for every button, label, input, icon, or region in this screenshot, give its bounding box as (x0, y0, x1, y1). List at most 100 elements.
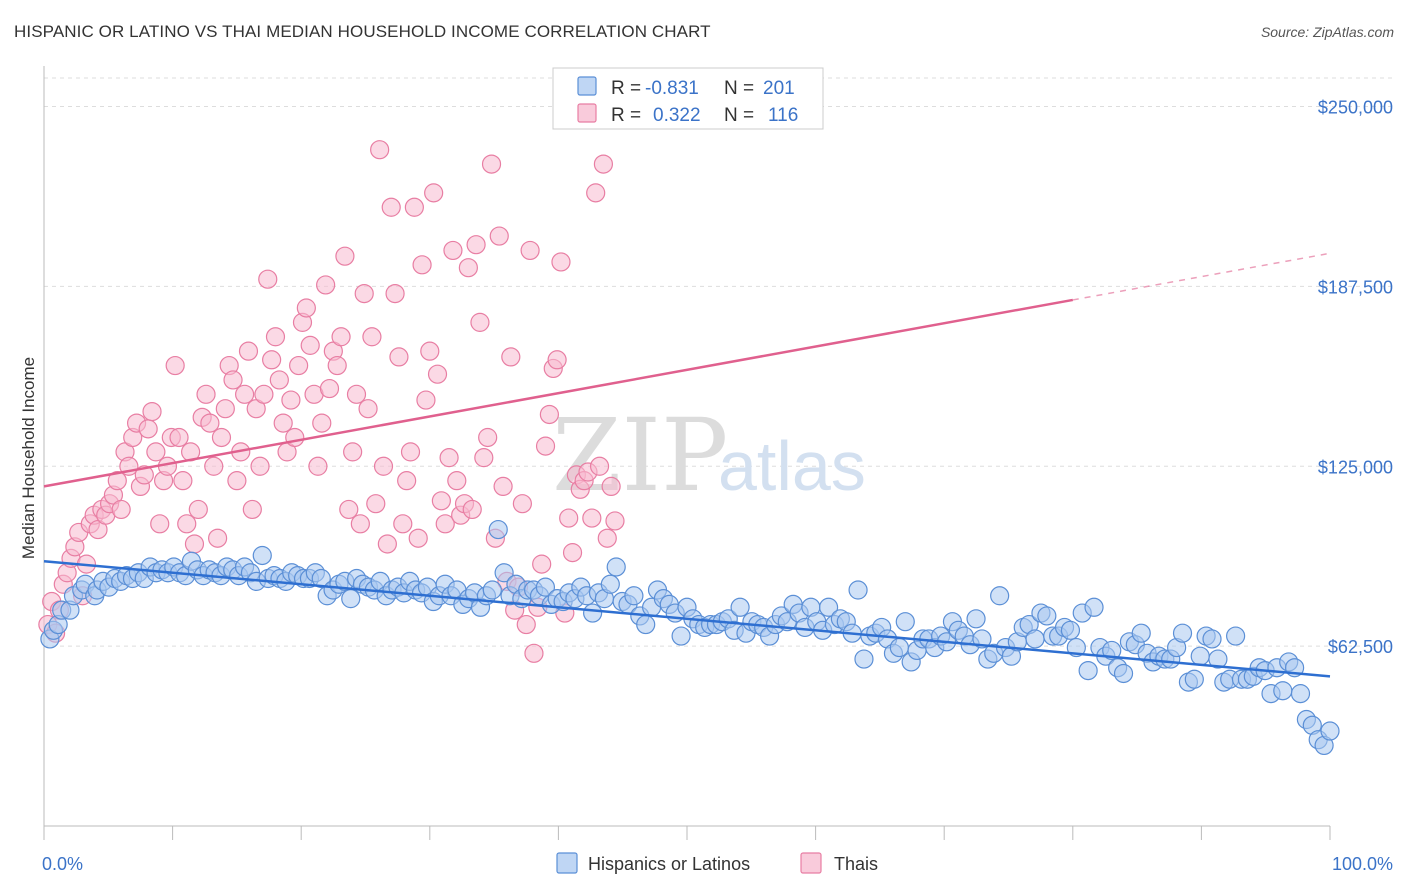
thai-point-29 (150, 514, 170, 534)
thai-point-91 (389, 347, 409, 367)
hispanic-point-78 (494, 563, 514, 583)
thai-point-63 (281, 390, 301, 410)
thai-point-81 (350, 514, 370, 534)
thai-point-109 (458, 258, 478, 278)
thai-point-146 (601, 476, 621, 497)
y-tick-label-0: $62,500 (1328, 637, 1393, 657)
thai-point-82 (354, 283, 374, 304)
hispanic-point-100 (624, 586, 644, 606)
thai-trend-line (43, 298, 1074, 488)
hispanic-point-170 (1037, 606, 1057, 626)
legend-r-value-2: 0.322 (653, 105, 701, 126)
thai-point-132 (547, 350, 567, 370)
hispanic-point-47 (311, 568, 331, 589)
hispanic-point-102 (636, 614, 656, 635)
thai-point-64 (285, 427, 305, 448)
legend-n-value-2: 116 (768, 105, 798, 126)
x-tick-labels: 0.0% 100.0% (42, 854, 1393, 874)
thai-point-103 (435, 514, 455, 534)
hispanic-point-85 (535, 577, 556, 597)
hispanic-point-193 (1172, 623, 1193, 643)
thai-point-56 (254, 384, 274, 404)
series-legend-label-thai: Thais (834, 854, 878, 874)
hispanic-point-198 (1202, 629, 1222, 649)
thai-point-72 (316, 275, 336, 295)
hispanic-point-186 (1131, 623, 1151, 643)
thai-point-145 (597, 528, 617, 548)
thai-point-42 (200, 413, 220, 433)
thai-point-71 (312, 413, 332, 433)
thai-point-34 (169, 427, 189, 448)
legend-n-label-2: N = (724, 105, 754, 126)
thai-point-41 (196, 384, 216, 404)
thai-point-25 (134, 465, 154, 485)
hispanic-point-199 (1208, 649, 1228, 669)
hispanic-point-97 (606, 557, 626, 577)
hispanic-point-218 (1320, 721, 1340, 741)
thai-point-79 (343, 442, 363, 462)
thai-point-124 (516, 614, 536, 635)
hispanic-point-181 (1102, 640, 1122, 661)
thai-point-26 (138, 419, 158, 439)
thai-point-27 (142, 401, 162, 422)
thai-point-143 (589, 456, 610, 476)
thai-point-129 (535, 436, 556, 456)
thai-point-104 (439, 448, 459, 468)
source-label: Source: ZipAtlas.com (1260, 24, 1394, 40)
thai-point-117 (489, 226, 509, 246)
thai-point-53 (242, 499, 262, 520)
hispanic-trend-line (43, 559, 1331, 678)
thai-point-48 (223, 370, 243, 390)
thai-point-97 (412, 255, 432, 275)
hispanic-point-174 (1060, 620, 1081, 640)
thai-point-51 (235, 384, 255, 404)
thai-point-18 (107, 471, 127, 491)
hispanic-point-195 (1184, 669, 1204, 689)
hispanic-point-146 (895, 612, 915, 632)
thai-point-128 (532, 554, 552, 574)
thai-point-68 (300, 335, 320, 355)
trend-lines (43, 252, 1331, 678)
thai-point-98 (416, 390, 436, 410)
hispanic-point-145 (889, 637, 909, 658)
hispanic-point-118 (730, 597, 750, 617)
hispanic-point-93 (583, 603, 603, 623)
y-tick-labels: $62,500 $125,000 $187,500 $250,000 (1318, 98, 1393, 658)
legend-n-value-1: 201 (763, 78, 795, 99)
series-legend-label-hispanic: Hispanics or Latinos (588, 854, 750, 874)
thai-point-73 (319, 378, 340, 399)
hispanic-point-178 (1084, 597, 1104, 617)
hispanic-point-37 (252, 545, 272, 566)
legend-n-label-1: N = (724, 78, 754, 99)
thai-point-105 (443, 240, 463, 261)
thai-point-114 (478, 427, 498, 448)
thai-point-147 (605, 511, 625, 531)
thai-point-115 (481, 154, 502, 174)
thai-point-101 (427, 364, 448, 384)
hispanic-points (40, 519, 1340, 756)
hispanic-point-196 (1190, 646, 1210, 666)
thai-point-38 (184, 534, 205, 554)
thai-point-126 (524, 643, 544, 663)
thai-point-118 (493, 476, 513, 497)
thai-point-65 (289, 355, 309, 376)
thai-point-123 (512, 494, 532, 514)
thai-point-95 (404, 197, 424, 217)
thai-point-60 (269, 370, 289, 390)
thai-point-46 (215, 399, 235, 419)
thai-point-85 (366, 494, 386, 514)
thai-point-92 (393, 514, 413, 534)
thai-point-70 (308, 456, 328, 476)
hispanic-point-96 (600, 574, 620, 594)
thai-point-144 (593, 154, 614, 174)
legend-r-label-1: R = (611, 78, 641, 99)
thai-point-83 (358, 399, 378, 419)
thai-point-61 (273, 413, 293, 433)
hispanic-point-158 (966, 609, 986, 629)
legend-swatch-hispanic (577, 76, 597, 96)
hispanic-point-162 (990, 586, 1010, 606)
thai-point-55 (250, 456, 270, 476)
thai-point-84 (362, 327, 382, 347)
thai-point-94 (400, 442, 421, 462)
